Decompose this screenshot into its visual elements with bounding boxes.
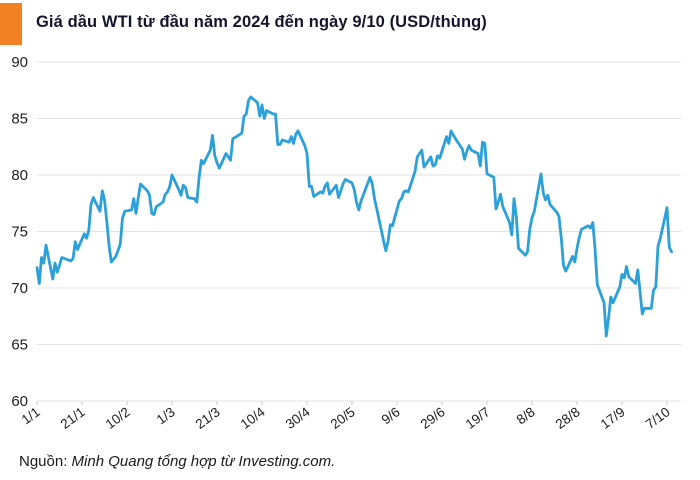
y-axis-label: 70: [11, 280, 28, 297]
x-axis-label: 10/2: [103, 404, 133, 432]
y-axis-label: 60: [11, 393, 28, 410]
x-axis-label: 21/3: [193, 404, 223, 432]
y-axis-label: 85: [11, 111, 28, 128]
brand-accent-mark: [0, 3, 22, 45]
x-axis-label: 17/9: [598, 404, 628, 432]
y-axis-label: 80: [11, 167, 28, 184]
x-axis-label: 28/8: [553, 404, 583, 432]
source-credit: Minh Quang tổng hợp từ Investing.com.: [71, 453, 336, 470]
x-axis-label: 21/1: [58, 404, 88, 432]
y-axis-label: 65: [11, 337, 28, 354]
x-axis-label: 30/4: [283, 404, 313, 432]
x-axis-label: 1/3: [154, 404, 178, 427]
source-prefix: Nguồn:: [19, 453, 72, 470]
x-axis-label: 7/10: [643, 404, 673, 432]
y-axis-label: 90: [11, 54, 28, 71]
x-axis-label: 20/5: [328, 404, 358, 432]
x-axis-label: 9/6: [379, 404, 403, 427]
x-axis-label: 8/8: [514, 404, 538, 427]
price-line-series: [35, 95, 673, 338]
x-axis-label: 29/6: [418, 404, 448, 432]
y-axis-label: 75: [11, 224, 28, 241]
x-axis-label: 19/7: [463, 404, 493, 432]
chart-title: Giá dầu WTI từ đầu năm 2024 đến ngày 9/1…: [36, 13, 487, 31]
x-axis-label: 10/4: [238, 404, 268, 432]
source-note: Nguồn: Minh Quang tổng hợp từ Investing.…: [19, 452, 335, 472]
